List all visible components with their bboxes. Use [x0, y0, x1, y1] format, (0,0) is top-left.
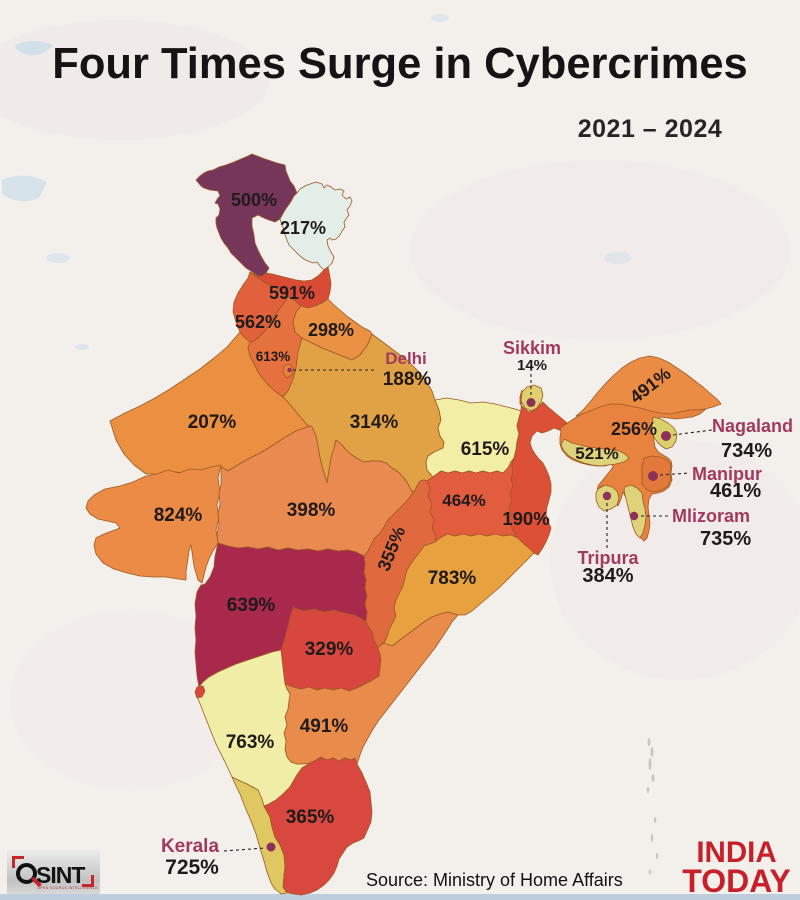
svg-text:461%: 461% — [710, 480, 761, 502]
svg-text:14%: 14% — [517, 357, 547, 374]
svg-text:Kerala: Kerala — [161, 836, 220, 857]
svg-text:256%: 256% — [611, 419, 657, 439]
svg-text:500%: 500% — [231, 190, 277, 210]
svg-text:314%: 314% — [350, 412, 399, 433]
svg-text:725%: 725% — [165, 856, 219, 879]
svg-text:Mlizoram: Mlizoram — [672, 506, 750, 526]
svg-text:190%: 190% — [502, 508, 549, 529]
svg-text:329%: 329% — [305, 639, 354, 660]
svg-text:763%: 763% — [226, 732, 275, 753]
svg-text:Delhi: Delhi — [385, 349, 427, 368]
svg-text:613%: 613% — [256, 349, 291, 364]
svg-text:734%: 734% — [721, 440, 772, 462]
svg-text:207%: 207% — [188, 412, 237, 433]
svg-text:Tripura: Tripura — [577, 548, 639, 568]
svg-text:735%: 735% — [700, 528, 751, 550]
svg-text:491%: 491% — [300, 716, 349, 737]
svg-text:Sikkim: Sikkim — [503, 338, 561, 358]
svg-text:365%: 365% — [286, 807, 335, 828]
svg-text:639%: 639% — [227, 595, 276, 616]
svg-text:188%: 188% — [383, 369, 432, 390]
svg-text:615%: 615% — [461, 439, 510, 460]
svg-text:298%: 298% — [308, 320, 354, 340]
svg-text:217%: 217% — [280, 218, 326, 238]
svg-text:398%: 398% — [287, 500, 336, 521]
svg-text:824%: 824% — [154, 505, 203, 526]
svg-text:Nagaland: Nagaland — [712, 416, 793, 436]
svg-text:384%: 384% — [582, 565, 633, 587]
svg-text:591%: 591% — [269, 283, 315, 303]
svg-text:521%: 521% — [575, 444, 618, 463]
svg-text:562%: 562% — [235, 312, 281, 332]
svg-text:Manipur: Manipur — [692, 464, 762, 484]
svg-text:464%: 464% — [442, 491, 485, 510]
svg-text:783%: 783% — [428, 568, 477, 589]
